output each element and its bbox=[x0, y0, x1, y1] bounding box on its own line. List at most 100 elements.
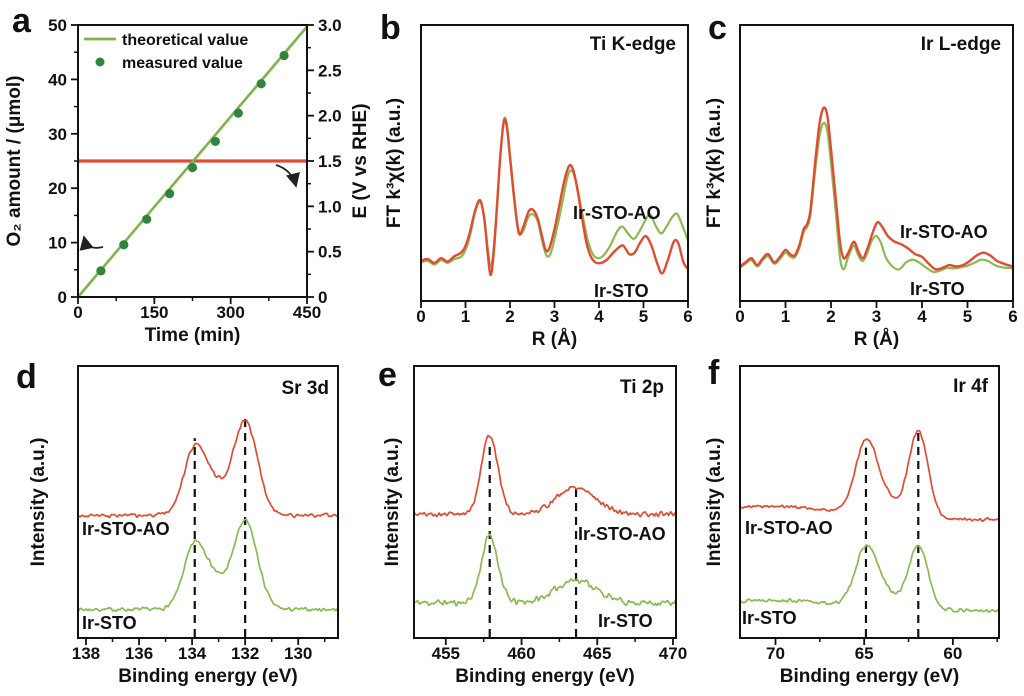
axis-title-x: R (Å) bbox=[854, 329, 899, 350]
data-point bbox=[96, 266, 106, 276]
data-point bbox=[142, 214, 152, 224]
axis-title-y: Intensity (a.u.) bbox=[28, 438, 49, 567]
tick-label: 6 bbox=[1008, 307, 1017, 326]
plot-frame bbox=[739, 24, 1014, 302]
plot-frame bbox=[77, 24, 308, 298]
panel-f: f 70 65 60 Binding energy (eV) Intensity (a.u… bbox=[704, 354, 1000, 687]
tick-label: 3.0 bbox=[318, 16, 342, 35]
panel-a: a 0 150 300 450 Time (min) 0 10 20 30 40 50 O₂ amoun… bbox=[4, 2, 371, 346]
data-point bbox=[279, 50, 289, 61]
series-label: Ir-STO-AO bbox=[900, 222, 988, 242]
tick-label: 0 bbox=[73, 303, 82, 322]
panel-letter-a: a bbox=[12, 2, 32, 40]
tick-label: 40 bbox=[48, 70, 67, 89]
tick-label: 0 bbox=[318, 288, 327, 307]
series-label: Ir-STO bbox=[598, 611, 653, 631]
tick-label: 2.5 bbox=[318, 61, 342, 80]
tick-label: 465 bbox=[583, 644, 611, 663]
axis-title-y: Intensity (a.u.) bbox=[704, 438, 725, 567]
tick-label: 300 bbox=[216, 303, 244, 322]
panel-d: d 138 136 134 132 130 Binding energy (eV) Inten… bbox=[16, 358, 339, 687]
series-label: Ir-STO-AO bbox=[578, 524, 666, 544]
series-label: Ir-STO bbox=[910, 279, 965, 299]
axis-title-x: Binding energy (eV) bbox=[455, 666, 634, 687]
axis-title-x: Time (min) bbox=[145, 325, 241, 346]
data-point bbox=[165, 189, 175, 199]
corner-label-e: Ti 2p bbox=[620, 377, 664, 398]
tick-label: 0.5 bbox=[318, 243, 342, 262]
tick-label: 134 bbox=[178, 644, 207, 663]
corner-label-d: Sr 3d bbox=[281, 378, 329, 399]
series-spectrum-ir-sto-ao bbox=[739, 429, 1000, 523]
panel-e: e 455 460 465 470 Binding energy (eV) Intensit… bbox=[378, 356, 687, 687]
data-point bbox=[210, 136, 220, 147]
tick-label: 50 bbox=[48, 16, 67, 35]
tick-label: 455 bbox=[432, 644, 460, 663]
tick-label: 6 bbox=[683, 307, 692, 326]
tick-label: 5 bbox=[639, 307, 648, 326]
legend-label: theoretical value bbox=[122, 32, 248, 49]
tick-label: 3 bbox=[550, 307, 559, 326]
panel-letter-e: e bbox=[378, 356, 397, 394]
legend-label: measured value bbox=[122, 55, 243, 72]
panel-letter-c: c bbox=[708, 9, 727, 47]
panel-b: b 0 1 2 3 4 5 6 R (Å) FT k³χ(k) (a.u.) Ti K-edge Ir… bbox=[380, 9, 693, 350]
series-label: Ir-STO bbox=[594, 281, 649, 301]
tick-label: 136 bbox=[125, 644, 153, 663]
axis-title-y-left: O₂ amount / (μmol) bbox=[4, 76, 25, 247]
axis-title-x: R (Å) bbox=[532, 329, 577, 350]
data-point bbox=[187, 162, 198, 173]
data-point bbox=[256, 79, 266, 89]
tick-label: 132 bbox=[231, 644, 259, 663]
tick-label: 2.0 bbox=[318, 107, 342, 126]
panel-letter-f: f bbox=[708, 354, 720, 392]
corner-label-c: Ir L-edge bbox=[921, 34, 1001, 55]
plot-frame bbox=[739, 365, 1000, 639]
arrow-annotation bbox=[79, 235, 104, 251]
corner-label-b: Ti K-edge bbox=[590, 34, 676, 55]
panel-letter-b: b bbox=[380, 9, 401, 47]
tick-label: 30 bbox=[48, 125, 67, 144]
arrow-annotation bbox=[275, 164, 300, 188]
series-curve-ir-sto bbox=[738, 121, 1015, 274]
axis-title-y-right: E (V vs RHE) bbox=[350, 103, 371, 218]
tick-label: 0 bbox=[58, 288, 67, 307]
series-label: Ir-STO-AO bbox=[745, 518, 833, 538]
plot-frame bbox=[413, 365, 677, 639]
plot-frame bbox=[77, 365, 339, 639]
tick-label: 130 bbox=[284, 644, 312, 663]
corner-label-f: Ir 4f bbox=[953, 376, 989, 397]
series-label: Ir-STO-AO bbox=[573, 203, 661, 223]
tick-label: 5 bbox=[963, 307, 972, 326]
data-point bbox=[119, 240, 129, 250]
axis-title-y: Intensity (a.u.) bbox=[382, 438, 403, 567]
tick-label: 1 bbox=[781, 307, 790, 326]
series-spectrum-ir-sto bbox=[413, 533, 677, 607]
series-label: Ir-STO bbox=[742, 608, 797, 628]
axis-title-y: FT k³χ(k) (a.u.) bbox=[384, 98, 405, 228]
series-curve-ir-sto-ao bbox=[419, 118, 690, 277]
axis-title-x: Binding energy (eV) bbox=[780, 666, 959, 687]
series-spectrum-ir-sto-ao bbox=[413, 434, 677, 518]
data-point bbox=[233, 108, 243, 118]
axis-title-y: FT k³χ(k) (a.u.) bbox=[704, 98, 725, 228]
series-label: Ir-STO bbox=[82, 613, 137, 633]
series-curve-ir-sto bbox=[419, 116, 690, 268]
series-line-theoretical-value bbox=[77, 25, 308, 298]
tick-label: 4 bbox=[917, 307, 927, 326]
tick-label: 0 bbox=[735, 307, 744, 326]
series-label: Ir-STO-AO bbox=[82, 519, 170, 539]
tick-label: 1 bbox=[461, 307, 470, 326]
plot-frame bbox=[420, 24, 689, 302]
tick-label: 60 bbox=[943, 644, 962, 663]
tick-label: 450 bbox=[293, 303, 321, 322]
tick-label: 3 bbox=[872, 307, 881, 326]
series-curve-ir-sto-ao bbox=[738, 106, 1015, 271]
tick-label: 138 bbox=[72, 644, 100, 663]
legend-dot-marker bbox=[95, 57, 105, 67]
tick-label: 0 bbox=[416, 307, 425, 326]
tick-label: 10 bbox=[48, 234, 67, 253]
tick-label: 470 bbox=[659, 644, 687, 663]
tick-label: 65 bbox=[855, 644, 874, 663]
